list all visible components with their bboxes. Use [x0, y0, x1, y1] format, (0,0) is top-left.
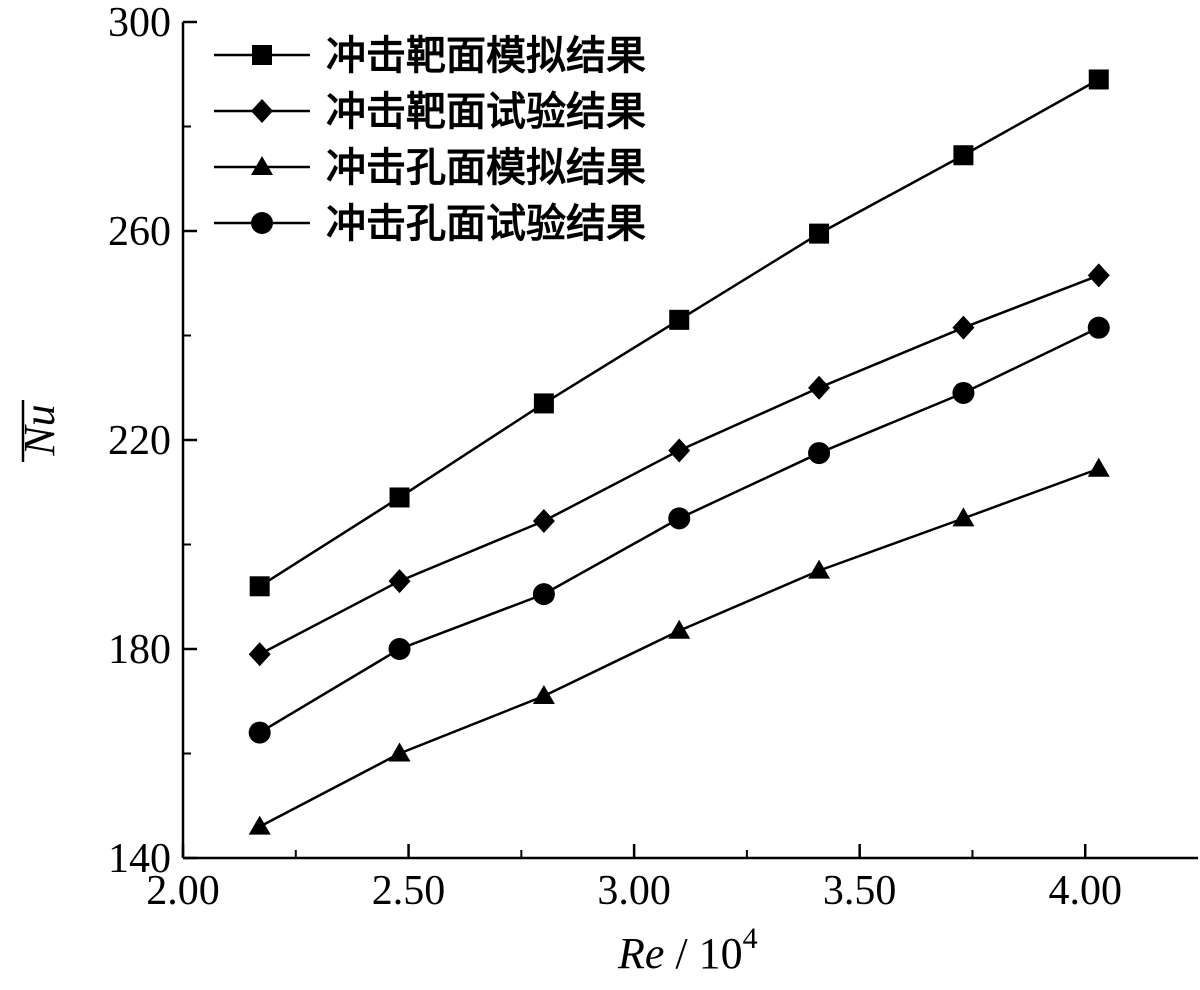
data-point-triangle: [952, 507, 975, 527]
x-tick-label: 2.50: [372, 868, 446, 914]
data-point-triangle: [1087, 457, 1110, 477]
legend-item: 冲击靶面模拟结果: [214, 33, 646, 79]
data-point-triangle: [388, 742, 411, 762]
data-point-diamond: [952, 315, 975, 340]
legend-marker-triangle: [251, 156, 273, 175]
legend-label: 冲击靶面模拟结果: [326, 33, 646, 79]
data-point-diamond: [808, 375, 831, 400]
data-point-square: [953, 145, 974, 166]
series-triangle: [248, 457, 1110, 835]
legend-item: 冲击靶面试验结果: [214, 89, 646, 135]
x-tick-label: 2.00: [146, 868, 220, 914]
data-point-square: [809, 223, 830, 244]
data-point-square: [533, 393, 554, 414]
data-point-circle: [668, 507, 691, 530]
data-point-circle: [388, 638, 411, 660]
y-tick-label: 260: [108, 209, 171, 255]
data-point-square: [1088, 69, 1109, 90]
data-point-diamond: [248, 642, 271, 667]
data-point-triangle: [808, 559, 831, 579]
legend-label: 冲击孔面试验结果: [326, 201, 646, 247]
data-point-triangle: [248, 815, 271, 835]
x-axis-title-unit: / 10: [664, 929, 742, 978]
data-point-triangle: [532, 685, 555, 705]
data-point-circle: [808, 442, 831, 465]
data-point-circle: [248, 721, 271, 744]
data-point-triangle: [668, 619, 691, 639]
x-tick-label: 3.50: [823, 868, 897, 914]
x-tick-label: 3.00: [597, 868, 671, 914]
y-tick-label: 140: [108, 836, 171, 882]
data-point-diamond: [532, 508, 555, 533]
legend-label: 冲击孔面模拟结果: [326, 145, 646, 191]
legend-marker-circle: [251, 212, 273, 234]
x-tick-label: 4.00: [1048, 868, 1122, 914]
data-point-circle: [952, 381, 975, 404]
series-circle: [248, 316, 1110, 744]
data-point-diamond: [388, 569, 411, 594]
legend-item: 冲击孔面模拟结果: [214, 145, 646, 191]
axis-ticks: 140 180 220 260 300 2.00 2.50 3.00 3.50 4.00: [108, 0, 1122, 914]
data-point-diamond: [1087, 263, 1110, 288]
x-axis-title: Re / 104: [617, 922, 758, 978]
series-square: [249, 69, 1109, 597]
plot-area: 140 180 220 260 300 2.00 2.50 3.00 3.50 4.00: [108, 0, 1198, 914]
y-tick-label: 300: [108, 0, 171, 46]
legend-marker-square: [252, 45, 272, 65]
data-point-square: [249, 576, 270, 597]
data-point-circle: [532, 583, 555, 606]
data-point-circle: [1087, 316, 1110, 339]
x-axis-title-variable: Re: [617, 929, 664, 978]
x-axis-title-exponent: 4: [743, 922, 758, 955]
series-layer: [248, 69, 1110, 835]
data-point-square: [389, 487, 410, 508]
y-tick-label: 220: [108, 418, 171, 464]
legend-item: 冲击孔面试验结果: [214, 201, 646, 247]
y-tick-label: 180: [108, 627, 171, 673]
legend-label: 冲击靶面试验结果: [326, 89, 646, 135]
series-diamond: [248, 263, 1110, 667]
legend-marker-diamond: [251, 99, 273, 123]
data-point-square: [669, 309, 690, 330]
data-point-diamond: [668, 438, 691, 463]
series-line: [259, 274, 1100, 656]
